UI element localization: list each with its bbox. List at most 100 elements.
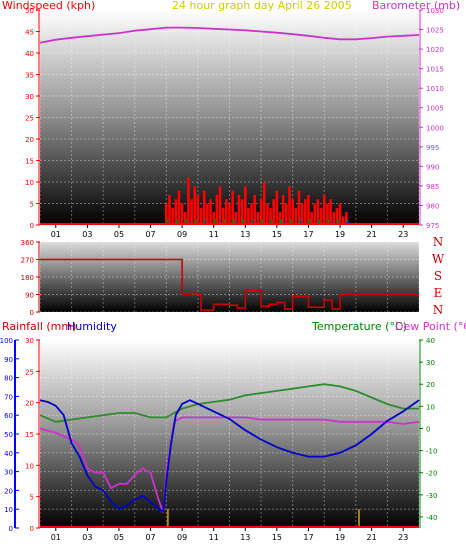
windspeed-bar [221, 207, 225, 225]
windspeed-bar [199, 207, 203, 225]
windspeed-bar [212, 212, 216, 225]
windspeed-bar [250, 203, 253, 225]
windspeed-bar [304, 199, 307, 225]
windspeed-bar [171, 207, 174, 225]
humidity-line [39, 399, 420, 513]
windspeed-bar [332, 212, 336, 225]
x-tick-label: 05 [114, 230, 124, 239]
humidity-tick-label: 60 [4, 412, 13, 420]
temperature-line [39, 383, 419, 423]
dewpoint-axis-label: Dew Point (°C) [395, 320, 466, 333]
temperature-axis-label: Temperature (°C) [311, 320, 407, 333]
windspeed-bar [231, 190, 234, 225]
windspeed-bar [345, 212, 348, 225]
barometer-tick-label: 1015 [426, 66, 444, 74]
humidity-tick-label: 40 [4, 450, 13, 458]
windspeed-bar [322, 194, 326, 225]
barometer-tick-label: 1025 [426, 27, 444, 35]
windspeed-tick-label: 50 [25, 7, 34, 15]
windspeed-bar [326, 203, 329, 225]
wind-low-bar [242, 219, 245, 225]
windspeed-bar [262, 182, 266, 225]
windspeed-bar [266, 203, 269, 225]
x-tick-label: 21 [367, 533, 377, 542]
barometer-tick-label: 1030 [426, 7, 444, 15]
x-tick-label: 07 [145, 533, 155, 542]
windspeed-axis-ticks: 0 5 10 15 20 25 30 35 40 45 50 [25, 7, 40, 230]
humidity-tick-label: 30 [4, 469, 13, 477]
x-tick-label: 01 [51, 230, 61, 239]
direction-tick-label: 90 [25, 292, 34, 300]
windspeed-bar [209, 199, 212, 225]
temperature-tick-label: 40 [426, 337, 435, 345]
windspeed-bar [285, 203, 288, 225]
compass-label-w: W [432, 252, 445, 266]
windspeed-bar [187, 177, 190, 225]
windspeed-tick-label: 40 [25, 50, 34, 58]
windspeed-tick-label: 0 [30, 222, 34, 230]
windspeed-bar [338, 203, 342, 225]
x-tick-label: 09 [177, 533, 187, 542]
windspeed-bar [180, 203, 184, 225]
windspeed-bar [341, 216, 345, 225]
windspeed-bar [190, 199, 193, 225]
windspeed-bar [300, 203, 304, 225]
windspeed-bar [297, 190, 301, 225]
humidity-tick-label: 20 [4, 487, 13, 495]
rainfall-tick-label: 0 [30, 525, 34, 533]
direction-panel-grid [39, 241, 420, 313]
x-tick-label: 21 [367, 230, 377, 239]
windspeed-bar [225, 199, 228, 225]
windspeed-bar [313, 203, 317, 225]
x-tick-label: 15 [272, 230, 282, 239]
windspeed-tick-label: 30 [25, 93, 34, 101]
barometer-tick-label: 975 [426, 222, 439, 230]
wind-low-bar [308, 219, 311, 225]
x-tick-label: 17 [303, 533, 313, 542]
wind-low-bar [223, 219, 226, 225]
x-tick-label: 11 [209, 533, 219, 542]
windspeed-tick-label: 35 [25, 72, 34, 80]
windspeed-tick-label: 25 [25, 115, 34, 123]
humidity-tick-label: 100 [0, 337, 13, 345]
wind-low-bar [270, 219, 273, 225]
windspeed-tick-label: 20 [25, 136, 34, 144]
wind-low-bar [336, 219, 339, 225]
windspeed-bar [240, 199, 244, 225]
rainfall-tick-label: 30 [25, 337, 34, 345]
windspeed-bar [294, 207, 298, 225]
windspeed-bar [259, 199, 263, 225]
humidity-axis-label: Humidity [67, 320, 117, 333]
temperature-tick-label: 30 [426, 359, 435, 367]
compass-label-n: N [433, 235, 444, 249]
windspeed-bar [329, 199, 332, 225]
compass-label-s: S [434, 269, 442, 283]
humidity-tick-label: 50 [4, 431, 13, 439]
x-tick-label: 19 [335, 230, 345, 239]
wind-low-bar [289, 219, 292, 225]
barometer-line [39, 26, 420, 44]
windspeed-bar [288, 186, 291, 225]
wind-low-bar [175, 219, 178, 225]
x-tick-label: 19 [335, 533, 345, 542]
windspeed-bar [215, 194, 219, 225]
windspeed-bar [253, 194, 257, 225]
barometer-axis-label: Barometer (mb) [372, 0, 460, 12]
windspeed-bar [177, 190, 181, 225]
direction-tick-label: 0 [30, 309, 34, 317]
windspeed-bar [247, 207, 250, 225]
wind-low-bar [327, 219, 330, 225]
rainfall-tick-label: 25 [25, 368, 34, 376]
wind-low-bar [194, 219, 197, 225]
windspeed-bar [202, 190, 206, 225]
wind-low-bar [232, 219, 235, 225]
barometer-tick-label: 980 [426, 202, 439, 210]
wind-x-axis-ticks: 01 03 05 07 09 11 13 15 17 19 21 23 [51, 225, 408, 239]
windspeed-tick-label: 45 [25, 29, 34, 37]
humidity-tick-label: 10 [4, 506, 13, 514]
x-tick-label: 07 [145, 230, 155, 239]
barometer-tick-label: 1010 [426, 85, 444, 93]
windspeed-tick-label: 15 [25, 158, 34, 166]
